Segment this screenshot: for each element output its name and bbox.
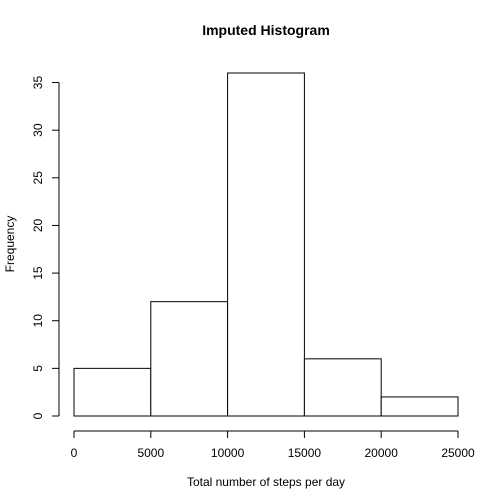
histogram-bar-0: [73, 367, 152, 417]
histogram-bar-3: [303, 358, 382, 417]
histogram-bar-2: [227, 72, 305, 417]
x-tick-label: 10000: [211, 446, 245, 460]
x-tick-label: 15000: [288, 446, 322, 460]
bars-group: [73, 72, 459, 417]
x-axis-label: Total number of steps per day: [187, 475, 345, 489]
y-tick-label: 25: [31, 171, 45, 185]
y-tick-label: 30: [31, 123, 45, 137]
y-axis-label: Frequency: [3, 216, 17, 273]
histogram-bar-4: [380, 396, 459, 417]
x-axis: 0 5000 10000 15000 20000 25000: [71, 430, 475, 460]
y-tick-label: 0: [31, 412, 45, 419]
x-tick-label: 25000: [441, 446, 475, 460]
x-tick-label: 20000: [365, 446, 399, 460]
y-tick-label: 15: [31, 266, 45, 280]
chart-title: Imputed Histogram: [202, 22, 330, 38]
y-tick-label: 20: [31, 218, 45, 232]
x-tick-label: 0: [71, 446, 78, 460]
x-tick-label: 5000: [137, 446, 164, 460]
histogram-bar-1: [150, 301, 229, 417]
y-axis: 0 5 10 15 20 25 30 35: [31, 76, 60, 419]
y-tick-label: 5: [31, 365, 45, 372]
y-tick-label: 35: [31, 76, 45, 90]
y-tick-label: 10: [31, 314, 45, 328]
